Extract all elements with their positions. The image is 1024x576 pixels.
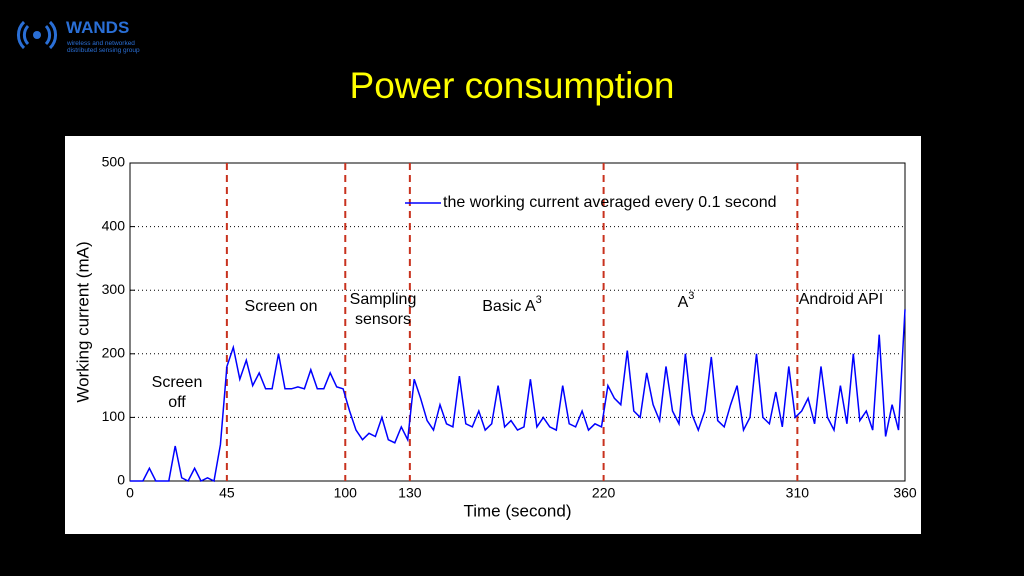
logo-tagline: distributed sensing group bbox=[67, 47, 140, 54]
annotation: Android API bbox=[799, 291, 884, 308]
x-tick-label: 45 bbox=[219, 485, 235, 501]
plot-area bbox=[129, 162, 906, 482]
annotation: Sampling bbox=[350, 291, 417, 308]
y-axis-label: Working current (mA) bbox=[73, 241, 92, 402]
y-tick-label: 100 bbox=[102, 408, 126, 424]
annotation: sensors bbox=[355, 311, 411, 328]
annotation-text: Screen bbox=[152, 374, 203, 391]
logo-waves bbox=[17, 20, 57, 50]
x-tick-label: 100 bbox=[334, 485, 358, 501]
logo-dot bbox=[33, 31, 41, 39]
logo: WANDS wireless and networked distributed… bbox=[17, 18, 140, 54]
x-tick-label: 0 bbox=[126, 485, 134, 501]
annotation: Screen bbox=[152, 374, 203, 391]
annotation: Basic A3 bbox=[482, 294, 541, 315]
y-tick-label: 500 bbox=[102, 154, 126, 170]
annotation-text: A bbox=[678, 294, 689, 311]
y-tick-label: 400 bbox=[102, 217, 126, 233]
chart: 0 100 200 300 400 500 0 45 100 130 220 310 360 Time (… bbox=[73, 154, 916, 521]
x-tick-label: 220 bbox=[592, 485, 616, 501]
legend-label: the working current averaged every 0.1 s… bbox=[443, 194, 777, 211]
x-tick-label: 360 bbox=[893, 485, 917, 501]
y-tick-label: 0 bbox=[117, 472, 125, 488]
slide-title: Power consumption bbox=[350, 65, 675, 106]
y-tick-label: 200 bbox=[102, 345, 126, 361]
annotation-text: off bbox=[168, 394, 186, 411]
x-axis-label: Time (second) bbox=[463, 501, 571, 520]
x-tick-label: 130 bbox=[398, 485, 422, 501]
annotation-text: Sampling bbox=[350, 291, 417, 308]
annotation-text: Basic A bbox=[482, 298, 536, 315]
logo-tagline: wireless and networked bbox=[66, 40, 135, 47]
logo-name: WANDS bbox=[66, 18, 129, 37]
annotation-text: sensors bbox=[355, 311, 411, 328]
annotation-text: Screen on bbox=[245, 298, 318, 315]
x-tick-label: 310 bbox=[786, 485, 810, 501]
y-tick-label: 300 bbox=[102, 281, 126, 297]
series-line bbox=[130, 309, 906, 483]
annotation-sup: 3 bbox=[688, 290, 694, 302]
annotation-sup: 3 bbox=[536, 294, 542, 306]
annotation: Screen on bbox=[245, 298, 318, 315]
annotation-text: Android API bbox=[799, 291, 884, 308]
annotation: off bbox=[168, 394, 186, 411]
annotation: A3 bbox=[678, 290, 695, 311]
